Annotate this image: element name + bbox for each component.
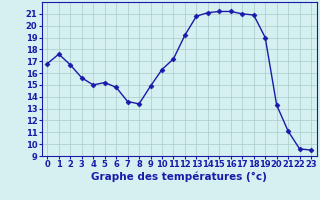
X-axis label: Graphe des températures (°c): Graphe des températures (°c) [91, 172, 267, 182]
